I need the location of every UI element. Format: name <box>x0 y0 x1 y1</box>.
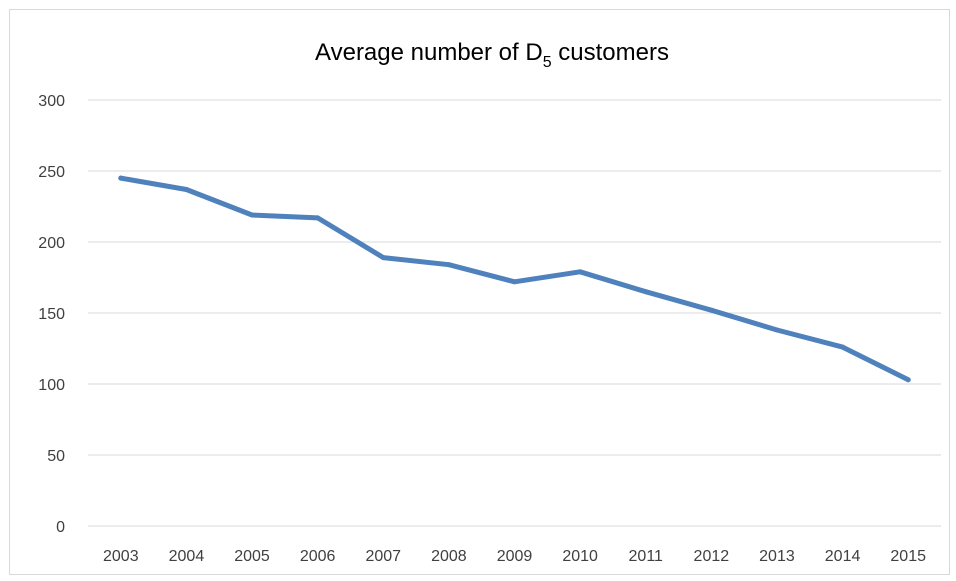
data-point <box>512 279 517 285</box>
data-point <box>708 307 714 313</box>
data-point <box>380 255 386 261</box>
chart-title-subscript: 5 <box>543 54 552 71</box>
data-point <box>118 175 124 181</box>
x-axis-ticks: 2003 2004 2005 2006 2007 2008 2009 2010 2011 2012… <box>103 548 926 565</box>
series-layer <box>118 175 911 383</box>
x-tick-label: 2003 <box>103 548 139 565</box>
y-axis-ticks: 0 50 100 150 200 250 300 <box>38 93 65 536</box>
y-tick-label: 250 <box>38 164 65 181</box>
data-point <box>774 327 780 333</box>
chart-title: Average number of D5 customers <box>315 39 669 71</box>
x-tick-label: 2009 <box>497 548 533 565</box>
y-tick-label: 150 <box>38 306 65 323</box>
gridlines <box>88 99 941 527</box>
y-tick-label: 100 <box>38 377 65 394</box>
y-tick-label: 0 <box>56 519 65 536</box>
series-line-0 <box>118 175 911 383</box>
x-tick-label: 2005 <box>234 548 270 565</box>
data-point <box>183 186 189 192</box>
x-tick-label: 2014 <box>825 548 861 565</box>
data-point <box>840 344 846 350</box>
data-point <box>905 377 911 383</box>
x-tick-label: 2004 <box>169 548 205 565</box>
data-point <box>577 269 583 275</box>
y-tick-label: 300 <box>38 93 65 110</box>
y-tick-label: 200 <box>38 235 65 252</box>
x-tick-label: 2008 <box>431 548 467 565</box>
chart-frame <box>9 9 950 575</box>
data-point <box>643 289 649 295</box>
x-tick-label: 2013 <box>759 548 795 565</box>
x-tick-label: 2015 <box>890 548 926 565</box>
x-tick-label: 2007 <box>365 548 401 565</box>
data-point <box>249 212 255 218</box>
x-tick-label: 2010 <box>562 548 598 565</box>
chart-title-suffix: customers <box>552 39 669 66</box>
data-point <box>446 262 452 268</box>
x-tick-label: 2011 <box>629 548 664 565</box>
y-tick-label: 50 <box>47 448 65 465</box>
x-tick-label: 2012 <box>694 548 730 565</box>
data-point <box>315 215 321 221</box>
chart-title-prefix: Average number of D <box>315 39 543 66</box>
x-tick-label: 2006 <box>300 548 336 565</box>
